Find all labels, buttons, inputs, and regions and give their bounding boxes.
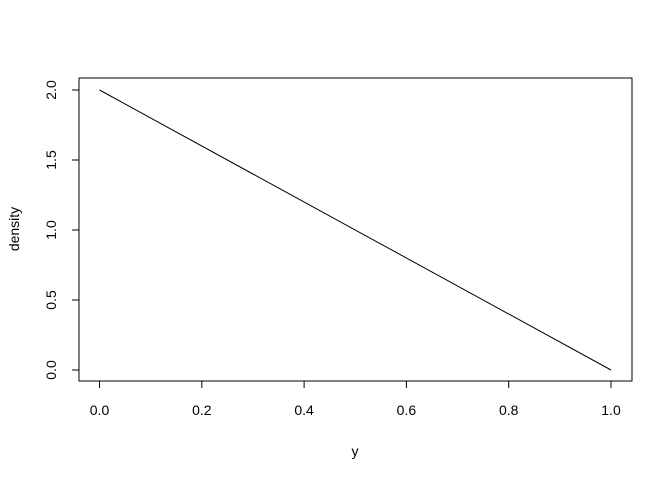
x-tick-label: 0.8 [499, 402, 519, 418]
y-axis-label: density [6, 207, 22, 251]
x-tick-label: 0.4 [294, 402, 314, 418]
series-group [99, 89, 612, 371]
density-line [99, 89, 612, 371]
x-tick-label: 0.6 [397, 402, 417, 418]
y-tick-label: 2.0 [43, 80, 59, 100]
y-tick-label: 1.0 [43, 220, 59, 240]
x-tick-label: 0.0 [90, 402, 110, 418]
x-tick-label: 1.0 [601, 402, 621, 418]
x-axis-label: y [352, 443, 359, 459]
y-tick-label: 1.5 [43, 150, 59, 170]
y-tick-label: 0.0 [43, 360, 59, 380]
x-axis: 0.0 0.2 0.4 0.6 0.8 1.0 [90, 380, 621, 418]
y-tick-label: 0.5 [43, 290, 59, 310]
y-axis: 0.0 0.5 1.0 1.5 2.0 [43, 80, 80, 380]
x-tick-label: 0.2 [192, 402, 212, 418]
